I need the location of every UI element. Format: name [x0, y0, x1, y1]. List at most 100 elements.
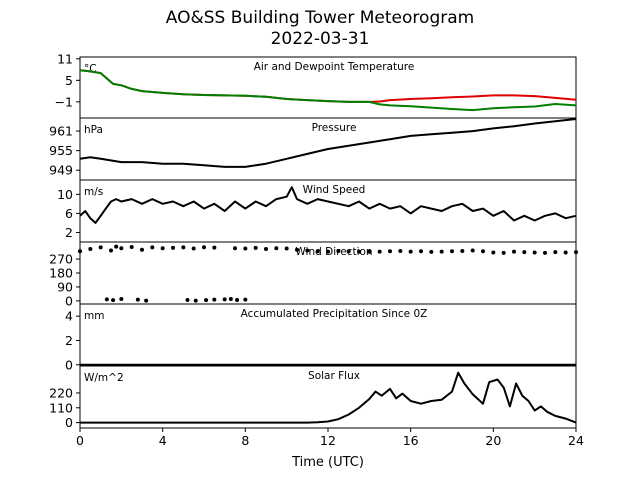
- data-point-wind_direction: [193, 298, 198, 303]
- y-tick-label-pressure: 949: [49, 163, 73, 178]
- x-tick-label: 12: [320, 433, 336, 448]
- data-point-wind_direction: [114, 244, 119, 249]
- panel-title-wind-direction: Wind Direction: [295, 246, 372, 258]
- data-point-wind_direction: [150, 245, 155, 250]
- x-tick-label: 0: [76, 433, 84, 448]
- data-point-wind_direction: [543, 250, 547, 255]
- panel-title-accumulated-precipitation-since-0z: Accumulated Precipitation Since 0Z: [241, 308, 428, 320]
- data-point-wind_direction: [181, 245, 186, 250]
- data-point-wind_direction: [135, 297, 140, 302]
- data-point-wind_direction: [346, 249, 351, 254]
- data-point-wind_direction: [367, 249, 372, 254]
- data-point-wind_direction: [305, 248, 310, 253]
- data-point-wind_direction: [264, 246, 268, 251]
- series-line-wind_speed: [79, 186, 577, 224]
- data-point-wind_direction: [243, 246, 248, 251]
- x-tick-label: 24: [568, 433, 584, 448]
- data-point-wind_direction: [388, 249, 392, 254]
- y-tick-label-accumulated-precipitation-since-0z: 0: [65, 357, 73, 372]
- x-tick-label: 20: [485, 433, 501, 448]
- data-point-wind_direction: [439, 249, 444, 254]
- data-point-wind_direction: [111, 298, 116, 303]
- series-line-dewpoint: [79, 69, 577, 112]
- data-point-wind_direction: [274, 246, 279, 251]
- data-point-wind_direction: [501, 250, 506, 255]
- data-point-wind_direction: [408, 249, 413, 254]
- data-point-wind_direction: [88, 246, 93, 251]
- panel-title-solar-flux: Solar Flux: [308, 370, 360, 382]
- data-point-wind_direction: [470, 248, 475, 253]
- data-point-wind_direction: [222, 297, 227, 302]
- y-tick-label-wind-direction: 270: [49, 252, 73, 267]
- data-point-wind_direction: [119, 297, 124, 302]
- panel-title-pressure: Pressure: [312, 122, 357, 134]
- y-tick-label-air-and-dewpoint-temperature: 11: [57, 51, 73, 66]
- data-point-wind_direction: [202, 245, 206, 250]
- figure-title: AO&SS Building Tower Meteorogram: [165, 8, 475, 28]
- unit-label-solar-flux: W/m^2: [84, 372, 124, 384]
- x-axis-label: Time (UTC): [291, 455, 364, 470]
- data-point-wind_direction: [243, 297, 248, 302]
- unit-label-air-and-dewpoint-temperature: °C: [84, 63, 97, 75]
- y-tick-label-wind-direction: 90: [57, 279, 73, 294]
- data-point-wind_direction: [357, 249, 361, 254]
- y-tick-label-wind-speed: 6: [65, 206, 73, 221]
- y-tick-label-air-and-dewpoint-temperature: −1: [55, 94, 73, 109]
- data-point-wind_direction: [191, 246, 196, 251]
- data-point-wind_direction: [284, 246, 289, 251]
- data-point-wind_direction: [326, 249, 330, 254]
- series-line-pressure: [79, 118, 577, 168]
- y-tick-label-air-and-dewpoint-temperature: 5: [65, 73, 73, 88]
- data-point-wind_direction: [295, 247, 299, 252]
- data-point-wind_direction: [212, 245, 217, 250]
- data-point-wind_direction: [574, 250, 578, 255]
- panel-title-air-and-dewpoint-temperature: Air and Dewpoint Temperature: [254, 61, 415, 73]
- x-tick-label: 16: [403, 433, 419, 448]
- data-point-wind_direction: [212, 297, 217, 302]
- y-tick-label-pressure: 955: [49, 143, 73, 158]
- x-tick-label: 4: [159, 433, 167, 448]
- data-point-wind_direction: [228, 297, 233, 302]
- data-point-wind_direction: [171, 245, 175, 250]
- data-point-wind_direction: [553, 250, 558, 255]
- data-point-wind_direction: [563, 250, 568, 255]
- x-tick-label: 8: [241, 433, 249, 448]
- data-point-wind_direction: [450, 249, 454, 254]
- series-line-temperature: [79, 69, 577, 103]
- y-tick-label-wind-speed: 2: [65, 225, 73, 240]
- data-point-wind_direction: [235, 297, 240, 302]
- data-point-wind_direction: [233, 246, 237, 251]
- y-tick-label-wind-speed: 10: [57, 187, 73, 202]
- data-point-wind_direction: [144, 298, 149, 303]
- y-tick-label-solar-flux: 220: [49, 385, 73, 400]
- data-point-wind_direction: [460, 248, 465, 253]
- data-point-wind_direction: [185, 297, 190, 302]
- y-tick-label-wind-direction: 0: [65, 293, 73, 308]
- data-point-wind_direction: [315, 249, 320, 254]
- data-point-wind_direction: [532, 250, 537, 255]
- data-point-wind_direction: [253, 245, 258, 250]
- data-point-wind_direction: [398, 248, 403, 253]
- data-point-wind_direction: [522, 250, 527, 255]
- data-point-wind_direction: [481, 249, 485, 254]
- y-tick-label-pressure: 961: [49, 124, 73, 139]
- data-point-wind_direction: [98, 245, 103, 250]
- data-point-wind_direction: [140, 247, 144, 252]
- figure-subtitle: 2022-03-31: [270, 29, 370, 49]
- data-point-wind_direction: [160, 246, 165, 251]
- data-point-wind_direction: [78, 249, 82, 254]
- panel-title-wind-speed: Wind Speed: [303, 184, 366, 196]
- unit-label-pressure: hPa: [84, 124, 103, 136]
- y-tick-label-accumulated-precipitation-since-0z: 2: [65, 333, 73, 348]
- data-point-wind_direction: [377, 249, 382, 254]
- y-tick-label-accumulated-precipitation-since-0z: 4: [65, 309, 73, 324]
- data-point-wind_direction: [104, 297, 109, 302]
- data-point-wind_direction: [512, 249, 516, 254]
- data-point-wind_direction: [336, 248, 341, 253]
- data-point-wind_direction: [491, 250, 496, 255]
- data-point-wind_direction: [119, 246, 124, 251]
- y-tick-label-solar-flux: 110: [49, 400, 73, 415]
- unit-label-accumulated-precipitation-since-0z: mm: [84, 310, 104, 322]
